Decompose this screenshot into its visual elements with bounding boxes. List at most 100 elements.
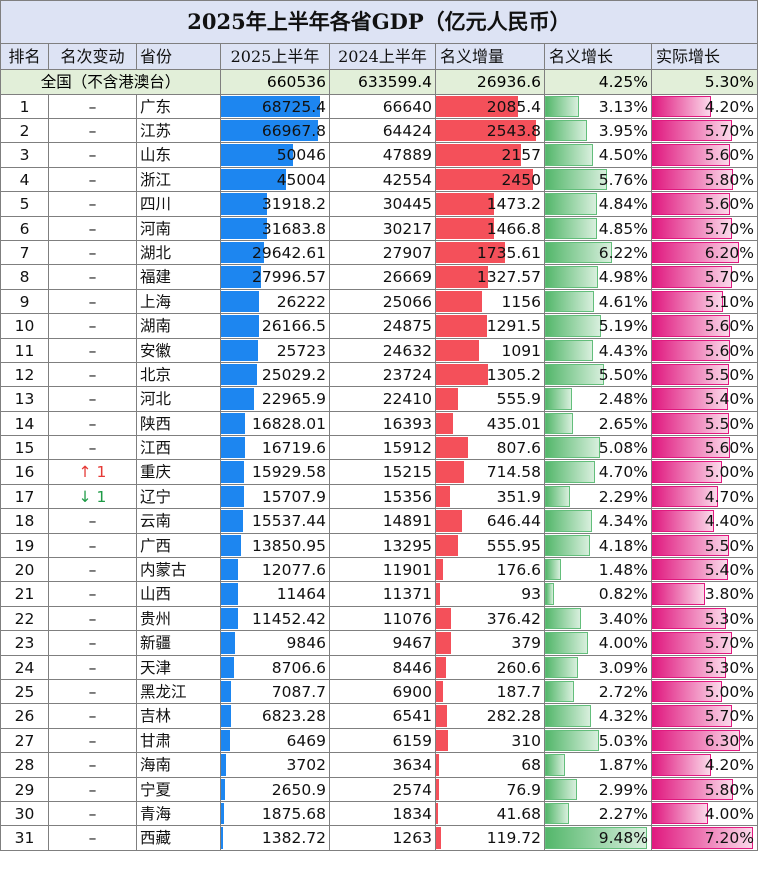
rank-change-cell-value: – [88,707,97,726]
gdp-2025-cell-bar [221,778,225,800]
rank-change-cell-value: – [88,317,97,336]
rank-cell-value: 7 [19,243,30,262]
nominal-growth-cell-value: 3.95% [598,121,648,140]
table-row: 1 – 广东 68725.4 66640 2085.4 3.13% 4.20% [1,94,758,119]
nominal-growth-cell-value: 4.84% [598,195,648,214]
gdp-2024-cell-value: 66640 [382,97,432,116]
gdp-2024-cell: 11901 [330,558,436,583]
nominal-increase-cell-bar [436,168,533,191]
nominal-increase-cell: 646.44 [436,509,545,534]
province-cell: 重庆 [137,460,221,485]
gdp-2025-cell-bar [221,412,246,435]
rank-change-cell-value: – [88,512,97,531]
rank-cell: 14 [1,411,49,437]
gdp-2025-cell-value: 66967.8 [261,121,326,140]
real-growth-cell: 5.00% [652,679,758,705]
rank-change-cell: – [49,436,137,461]
nominal-growth-cell-value: 1.48% [598,561,648,580]
real-growth-cell-bar [652,217,732,239]
real-growth-cell-bar [652,534,729,557]
gdp-2025-cell-bar [221,485,244,508]
gdp-2025-cell: 11452.42 [221,606,330,632]
gdp-2024-cell-value: 11901 [382,561,432,580]
nominal-increase-cell: 807.6 [436,436,545,461]
header-province: 省份 [137,44,221,70]
nominal-growth-cell-bar [545,607,582,630]
nominal-growth-cell-bar [545,705,592,727]
real-growth-cell-value: 5.10% [704,292,754,311]
rank-change-cell: – [49,582,137,607]
gdp-2025-cell: 16828.01 [221,411,330,437]
real-growth-cell-value: 5.40% [704,561,754,580]
nominal-increase-cell-value: 555.9 [496,390,541,409]
gdp-2024-cell: 16393 [330,411,436,437]
gdp-2025-cell: 16719.6 [221,436,330,461]
nominal-increase-cell: 2157 [436,143,545,168]
nominal-growth-cell: 2.27% [545,801,652,827]
nominal-growth-cell-bar [545,193,597,215]
header-nominal-growth: 名义增长 [545,44,652,70]
gdp-2024-cell-value: 42554 [382,170,432,189]
rank-change-cell: – [49,777,137,802]
real-growth-cell-bar [652,363,729,386]
table-row: 8 – 福建 27996.57 26669 1327.57 4.98% 5.70% [1,265,758,290]
rank-change-cell: – [49,240,137,266]
rank-cell-value: 1 [19,97,30,116]
nominal-growth-cell-bar [545,119,588,142]
rank-cell-value: 29 [14,780,35,799]
rank-cell-value: 13 [14,390,35,409]
nominal-growth-cell-value: 4.34% [598,512,648,531]
rank-cell: 1 [1,94,49,119]
nominal-increase-cell-value: 93 [521,585,541,604]
real-growth-cell-bar [652,144,731,166]
table-row: 13 – 河北 22965.9 22410 555.9 2.48% 5.40% [1,387,758,412]
nominal-increase-cell-value: 2450 [501,170,541,189]
nominal-growth-cell: 2.48% [545,387,652,412]
gdp-2025-cell-bar [221,534,242,557]
gdp-2024-cell: 66640 [330,94,436,119]
nominal-growth-cell-value: 9.48% [598,829,648,848]
real-growth-cell: 5.00% [652,460,758,485]
gdp-2024-cell: 27907 [330,240,436,266]
nominal-increase-cell: 68 [436,753,545,778]
rank-change-cell-value: – [88,634,97,653]
rank-cell-value: 16 [14,463,35,482]
rank-change-cell-value: – [88,658,97,677]
gdp-2024-cell-value: 1834 [392,804,432,823]
real-growth-cell-value: 4.70% [704,487,754,506]
rank-cell: 29 [1,777,49,802]
nominal-increase-cell-bar [436,193,495,215]
real-growth-cell-value: 3.80% [704,585,754,604]
table-row: 18 – 云南 15537.44 14891 646.44 4.34% 4.40% [1,509,758,534]
nominal-growth-cell-value: 2.29% [598,487,648,506]
nominal-increase-cell: 714.58 [436,460,545,485]
real-growth-cell-value: 5.70% [704,268,754,287]
rank-cell-value: 4 [19,170,30,189]
nominal-growth-cell: 3.95% [545,118,652,144]
header-real-growth: 实际增长 [652,44,758,70]
rank-change-cell-value: – [88,829,97,848]
rank-cell-value: 21 [14,585,35,604]
gdp-2025-cell-value: 12077.6 [261,561,326,580]
gdp-2025-cell-value: 68725.4 [261,97,326,116]
real-growth-cell-value: 4.00% [704,804,754,823]
gdp-2025-cell: 9846 [221,631,330,656]
nominal-growth-cell-bar [545,412,574,435]
province-cell-value: 新疆 [140,634,172,653]
nominal-growth-cell: 5.03% [545,728,652,754]
gdp-2025-cell-bar [221,144,294,166]
gdp-2025-cell: 68725.4 [221,94,330,119]
province-cell-value: 重庆 [140,463,172,482]
real-growth-cell: 5.40% [652,558,758,583]
table-row: 6 – 河南 31683.8 30217 1466.8 4.85% 5.70% [1,216,758,241]
province-cell-value: 宁夏 [140,780,172,799]
real-growth-cell: 5.10% [652,289,758,315]
gdp-2025-cell: 26222 [221,289,330,315]
gdp-2025-cell-bar [221,388,255,410]
gdp-2025-cell-value: 27996.57 [252,268,326,287]
gdp-2025-cell-value: 45004 [276,170,326,189]
rank-change-cell-value: – [88,780,97,799]
gdp-2025-cell-bar [221,315,259,337]
nominal-increase-cell-value: 1735.61 [476,243,541,262]
nominal-increase-cell-bar [436,461,465,483]
